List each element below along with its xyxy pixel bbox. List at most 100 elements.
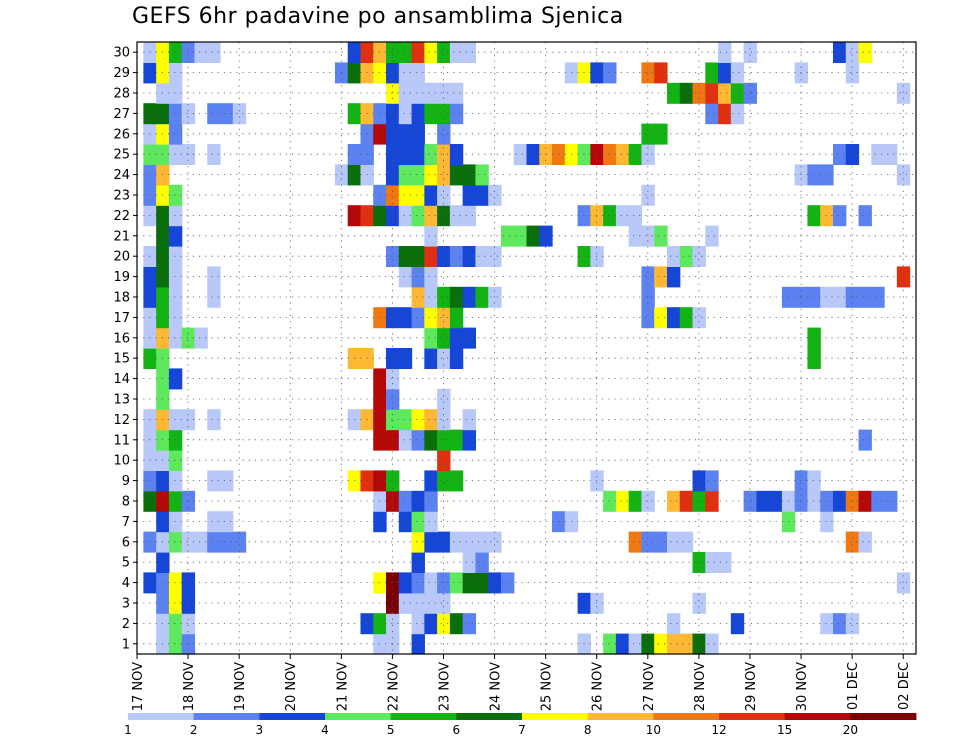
- heatmap-cell: [398, 307, 413, 329]
- heatmap-cell: [424, 511, 438, 533]
- heatmap-cell: [603, 205, 617, 227]
- heatmap-cell: [462, 286, 477, 308]
- heatmap-cell: [615, 144, 630, 165]
- heatmap-cell: [411, 429, 425, 451]
- x-tick-label: 29 NOV: [744, 662, 759, 711]
- heatmap-cell: [858, 490, 872, 512]
- heatmap-cell: [232, 531, 247, 553]
- heatmap-cell: [475, 164, 489, 186]
- heatmap-cell: [424, 246, 438, 267]
- y-tick-label: 10: [113, 454, 130, 469]
- heatmap-cell: [386, 42, 400, 63]
- heatmap-cell: [424, 429, 438, 451]
- heatmap-cell: [411, 62, 425, 84]
- heatmap-cell: [832, 205, 847, 227]
- heatmap-cell: [424, 613, 438, 635]
- heatmap-cell: [386, 409, 400, 431]
- x-tick-label: 17 NOV: [131, 662, 146, 711]
- heatmap-cell: [807, 348, 821, 369]
- x-tick-label: 26 NOV: [591, 662, 606, 711]
- heatmap-cell: [526, 144, 540, 165]
- y-tick-label: 21: [113, 229, 130, 244]
- y-tick-label: 22: [113, 209, 130, 224]
- heatmap-cell: [603, 144, 617, 165]
- heatmap-cell: [181, 409, 196, 431]
- heatmap-cell: [462, 42, 477, 63]
- heatmap-cell: [475, 286, 489, 308]
- heatmap-cell: [398, 246, 413, 267]
- heatmap-cell: [398, 490, 413, 512]
- heatmap-cell: [424, 144, 438, 165]
- legend-swatch: [193, 713, 260, 720]
- heatmap-cell: [449, 246, 464, 267]
- heatmap-cell: [845, 613, 860, 635]
- heatmap-cell: [411, 144, 425, 165]
- heatmap-cell: [832, 42, 847, 63]
- legend-swatch: [390, 713, 457, 720]
- x-tick-label: 21 NOV: [335, 662, 350, 711]
- heatmap-cell: [168, 246, 183, 267]
- heatmap-cell: [437, 592, 451, 614]
- heatmap-cell: [539, 225, 553, 247]
- legend-swatch: [128, 713, 195, 720]
- heatmap-cell: [462, 184, 477, 206]
- heatmap-cell: [628, 633, 643, 655]
- x-tick-label: 22 NOV: [386, 662, 401, 711]
- heatmap-cell: [437, 470, 451, 492]
- y-tick-label: 8: [122, 495, 130, 510]
- heatmap-cell: [181, 103, 196, 125]
- heatmap-cell: [449, 307, 464, 329]
- y-tick-label: 27: [113, 107, 130, 122]
- heatmap-cell: [462, 531, 477, 553]
- legend-level-label: 15: [777, 723, 792, 737]
- heatmap-cell: [705, 552, 719, 573]
- heatmap-cell: [884, 144, 898, 165]
- heatmap-cell: [449, 205, 464, 227]
- heatmap-cell: [615, 205, 630, 227]
- y-tick-label: 13: [113, 393, 130, 408]
- heatmap-cell: [820, 490, 834, 512]
- heatmap-cell: [641, 266, 655, 288]
- heatmap-cell: [398, 266, 413, 288]
- heatmap-cell: [386, 246, 400, 267]
- heatmap-cell: [411, 123, 425, 145]
- y-tick-label: 23: [113, 189, 130, 204]
- heatmap-cell: [411, 613, 425, 635]
- heatmap-cell: [820, 164, 834, 186]
- heatmap-cell: [437, 103, 451, 125]
- heatmap-cell: [168, 205, 183, 227]
- heatmap-cell: [705, 470, 719, 492]
- heatmap-cell: [462, 205, 477, 227]
- heatmap-cell: [641, 225, 655, 247]
- heatmap-cell: [845, 42, 860, 63]
- heatmap-cell: [424, 82, 438, 104]
- heatmap-cell: [424, 225, 438, 247]
- y-tick-label: 3: [122, 597, 130, 612]
- ticks-layer: 1234567891011121314151617181920212223242…: [113, 46, 912, 712]
- heatmap-cell: [207, 144, 221, 165]
- heatmap-cell: [641, 531, 655, 553]
- y-tick-label: 7: [122, 515, 130, 530]
- heatmap-cell: [462, 164, 477, 186]
- heatmap-cell: [398, 511, 413, 533]
- heatmap-cell: [424, 409, 438, 431]
- heatmap-cell: [884, 490, 898, 512]
- heatmap-cell: [398, 348, 413, 369]
- heatmap-cell: [181, 531, 196, 553]
- heatmap-cell: [386, 307, 400, 329]
- heatmap-cell: [424, 490, 438, 512]
- heatmap-cell: [181, 613, 196, 635]
- heatmap-cell: [666, 82, 681, 104]
- heatmap-cell: [424, 164, 438, 186]
- heatmap-cell: [168, 633, 183, 655]
- heatmap-cell: [603, 633, 617, 655]
- heatmap-cell: [820, 511, 834, 533]
- heatmap-cell: [590, 246, 604, 267]
- heatmap-cell: [718, 82, 732, 104]
- heatmap-cell: [718, 42, 732, 63]
- heatmap-cell: [398, 572, 413, 594]
- legend-swatch: [325, 713, 392, 720]
- heatmap-cell: [424, 348, 438, 369]
- x-tick-label: 02 DEC: [897, 662, 912, 710]
- heatmap-cell: [475, 531, 489, 553]
